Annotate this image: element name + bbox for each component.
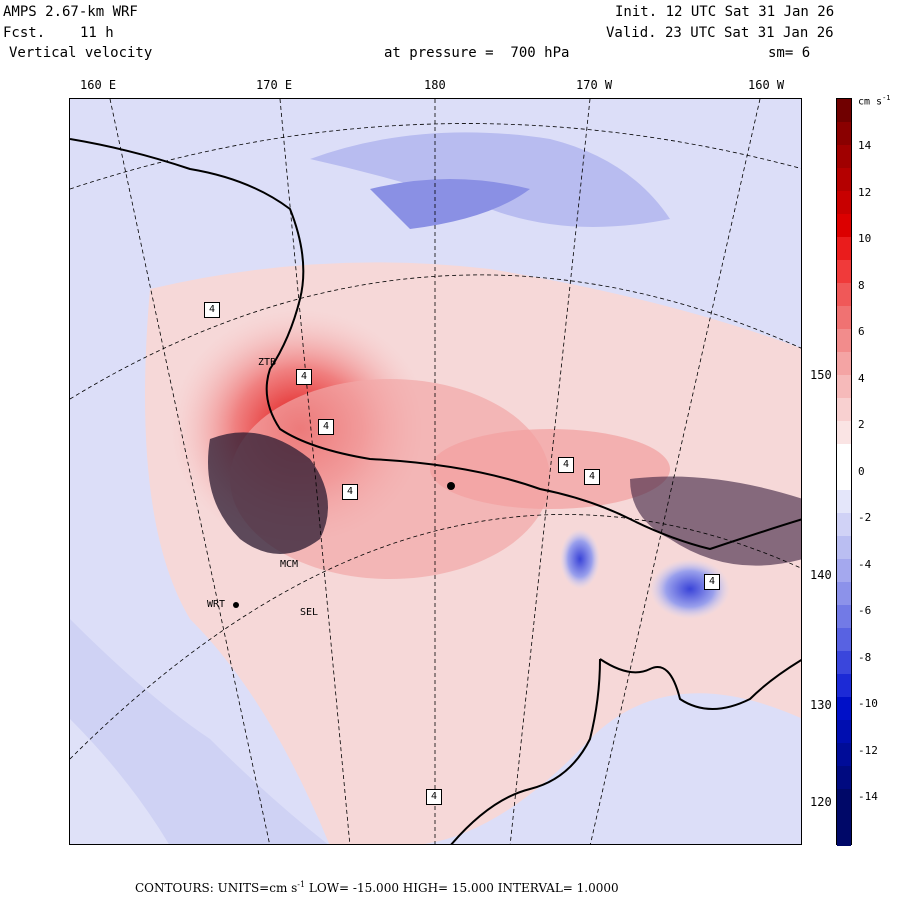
descent-core-north [370,179,530,229]
colorbar-swatch [837,375,851,398]
colorbar-label: -8 [858,651,872,664]
lon-label-160w: 160 W [748,78,785,92]
colorbar-swatch [837,168,851,191]
map-field-svg [70,99,801,844]
colorbar-swatch [837,582,851,605]
colorbar-units-exponent: -1 [882,94,891,102]
forecast-hour: 11 h [80,25,114,41]
terrain-noise-east [630,476,801,566]
colorbar-label: -10 [858,697,878,710]
value-box: 4 [704,574,720,590]
colorbar-swatch [837,99,851,122]
colorbar-swatch [837,720,851,743]
descent-region-southwest [70,619,328,844]
colorbar-swatch-zero [837,444,851,490]
contour-units: CONTOURS: UNITS=cm s [135,881,298,895]
meridian-160e [109,99,270,844]
colorbar-swatch [837,789,851,846]
lon-label-170e: 170 E [256,78,293,92]
meridian-160w [590,99,761,844]
colorbar-swatch [837,651,851,674]
station-mcm: MCM [280,559,299,570]
value-box: 4 [296,369,312,385]
latitude-circle-2 [70,274,801,400]
colorbar-swatch [837,352,851,375]
colorbar-swatch [837,490,851,513]
colorbar-swatch [837,605,851,628]
contour-units-exponent: -1 [297,880,306,889]
colorbar-swatch [837,766,851,789]
colorbar-swatch [837,743,851,766]
valid-time: Valid. 23 UTC Sat 31 Jan 26 [606,25,834,41]
pressure-level: at pressure = 700 hPa [384,45,570,61]
colorbar-swatch [837,697,851,720]
contour-info: CONTOURS: UNITS=cm s-1 LOW= -15.000 HIGH… [135,880,619,895]
colorbar-label: -14 [858,790,878,803]
colorbar-label: 0 [858,465,865,478]
colorbar-label: 10 [858,232,872,245]
colorbar-swatch [837,306,851,329]
colorbar-swatch [837,283,851,306]
colorbar-units: cm s-1 [858,94,891,108]
colorbar-swatch [837,536,851,559]
colorbar-label: 2 [858,418,865,431]
vertical-velocity-map: ZTB WRT MCM SEL 4 4 4 4 4 4 4 4 [69,98,802,845]
value-box: 4 [426,789,442,805]
model-title: AMPS 2.67-km WRF [3,4,138,20]
descent-band-north [310,132,670,227]
colorbar-swatch [837,513,851,536]
field-name: Vertical velocity [9,45,153,61]
init-time: Init. 12 UTC Sat 31 Jan 26 [615,4,835,20]
contour-range: LOW= -15.000 HIGH= 15.000 INTERVAL= 1.00… [305,881,619,895]
colorbar-swatch [837,122,851,145]
value-box: 4 [584,469,600,485]
meridian-170e [279,99,351,844]
colorbar-label: -6 [858,604,872,617]
descent-spot-1 [560,529,600,589]
station-marker-central [447,482,455,490]
meridian-170w [509,99,591,844]
colorbar-swatch [837,191,851,214]
grounding-line [450,658,601,844]
colorbar-label: -4 [858,558,872,571]
station-ztb: ZTB [258,357,277,368]
colorbar-label: -2 [858,511,872,524]
forecast-label: Fcst. [3,25,46,41]
colorbar-swatch [837,559,851,582]
lon-label-170w: 170 W [576,78,613,92]
colorbar-swatch [837,628,851,651]
colorbar [836,98,852,846]
colorbar-swatch [837,260,851,283]
ice-shelf-edge [599,658,801,710]
colorbar-swatch [837,214,851,237]
value-box: 4 [558,457,574,473]
colorbar-label: 12 [858,186,872,199]
station-wrt: WRT [207,599,226,610]
colorbar-swatch [837,398,851,421]
value-box: 4 [318,419,334,435]
lon-label-160e: 160 E [80,78,117,92]
coastline [70,138,801,551]
colorbar-label: 6 [858,325,865,338]
colorbar-swatch [837,421,851,444]
value-box: 4 [204,302,220,318]
value-box: 4 [342,484,358,500]
colorbar-label: 8 [858,279,865,292]
colorbar-swatch [837,674,851,697]
colorbar-label: -12 [858,744,878,757]
station-marker-wrt [233,602,239,608]
colorbar-swatch [837,145,851,168]
colorbar-label: 4 [858,372,865,385]
station-sel: SEL [300,607,319,618]
descent-region-corner [70,719,169,844]
latitude-circle-1 [70,123,801,190]
colorbar-swatch [837,329,851,352]
colorbar-label: 14 [858,139,872,152]
smoothing: sm= 6 [768,45,811,61]
terrain-noise-zone [208,432,328,554]
colorbar-swatch [837,237,851,260]
lon-label-180: 180 [424,78,446,92]
